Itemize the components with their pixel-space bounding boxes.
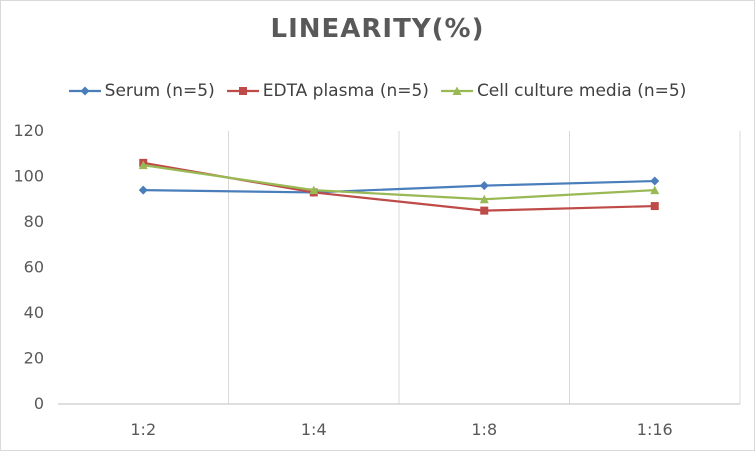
legend-label-edta-plasma: EDTA plasma (n=5) <box>262 81 429 101</box>
chart-title: LINEARITY(%) <box>270 14 485 44</box>
legend-item-serum: Serum (n=5) <box>68 81 215 101</box>
data-point-square <box>480 206 489 215</box>
data-point-triangle <box>309 185 319 195</box>
x-tick-label: 1:8 <box>471 420 497 439</box>
legend-swatch-cell-culture-media <box>440 86 473 95</box>
y-tick-label: 100 <box>13 167 44 186</box>
legend-item-cell-culture-media: Cell culture media (n=5) <box>440 81 687 101</box>
legend-swatch-serum <box>68 86 101 96</box>
y-tick-label: 0 <box>34 394 44 413</box>
data-point-diamond <box>138 185 148 195</box>
x-tick-label: 1:4 <box>301 420 327 439</box>
legend-label-serum: Serum (n=5) <box>104 81 215 101</box>
x-tick-label: 1:2 <box>130 420 156 439</box>
y-tick-label: 80 <box>24 212 44 231</box>
legend: Serum (n=5) EDTA plasma (n=5) Cell cultu… <box>0 78 755 104</box>
x-tick-label: 1:16 <box>637 420 673 439</box>
y-tick-label: 20 <box>24 349 44 368</box>
y-tick-label: 40 <box>24 303 44 322</box>
legend-label-cell-culture-media: Cell culture media (n=5) <box>476 81 687 101</box>
legend-item-edta-plasma: EDTA plasma (n=5) <box>226 81 429 101</box>
data-point-triangle <box>479 194 489 204</box>
y-tick-label: 120 <box>13 121 44 140</box>
data-point-triangle <box>650 185 660 195</box>
data-point-square <box>650 202 659 211</box>
legend-swatch-edta-plasma <box>226 87 259 95</box>
y-tick-label: 60 <box>24 258 44 277</box>
series-line-0 <box>143 179 655 194</box>
data-point-triangle <box>138 160 148 170</box>
data-point-diamond <box>650 176 660 186</box>
data-point-diamond <box>479 181 489 191</box>
series-line-2 <box>143 164 655 201</box>
